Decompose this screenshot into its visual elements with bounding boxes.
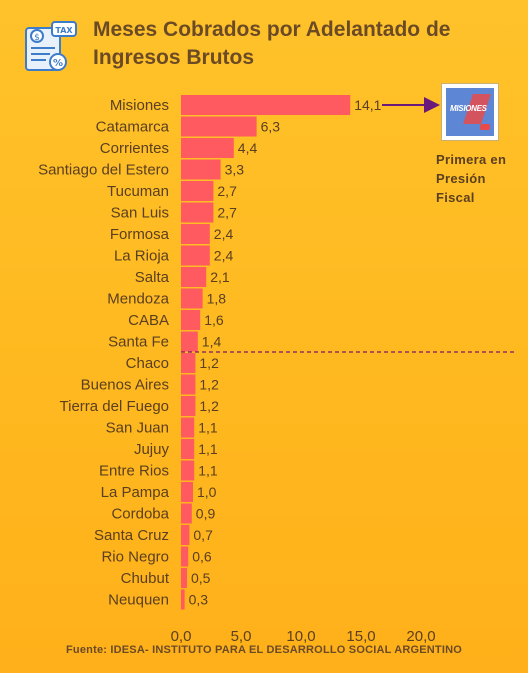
bar [181, 568, 187, 588]
bar [181, 439, 195, 459]
bar [181, 396, 196, 416]
bar [181, 331, 198, 352]
value-label: 1,1 [198, 463, 218, 479]
value-label: 0,6 [192, 549, 212, 565]
bar [181, 482, 193, 502]
bar [181, 417, 195, 438]
category-label: Misiones [110, 97, 169, 114]
category-label: Jujuy [134, 441, 170, 458]
source-footer: Fuente: IDESA- INSTITUTO PARA EL DESARRO… [66, 644, 462, 656]
value-label: 1,2 [199, 355, 219, 371]
logo-badge [480, 124, 490, 130]
bar [181, 460, 195, 481]
bar [181, 159, 221, 180]
bar [181, 589, 185, 610]
x-tick-label: 20,0 [406, 628, 435, 645]
category-label: Rio Negro [101, 549, 169, 566]
category-label: Formosa [110, 226, 170, 243]
category-label: Mendoza [107, 291, 169, 308]
value-label: 1,6 [204, 312, 224, 328]
logo-image: MISIONES [446, 88, 494, 136]
value-label: 4,4 [238, 140, 258, 156]
category-label: Neuquen [108, 592, 169, 609]
value-label: 0,5 [191, 570, 211, 586]
tax-icon-label: TAX [55, 26, 73, 35]
bar [181, 525, 190, 545]
category-label: Santa Fe [108, 334, 169, 351]
value-label: 0,7 [193, 527, 213, 543]
value-label: 1,8 [207, 291, 227, 307]
value-label: 2,7 [217, 183, 237, 199]
bar [181, 310, 201, 330]
bar [181, 138, 234, 158]
value-label: 2,7 [217, 205, 237, 221]
category-label: La Pampa [101, 484, 170, 501]
value-label: 2,4 [214, 226, 234, 242]
category-label: Santa Cruz [94, 527, 169, 544]
bar [181, 245, 210, 266]
category-label: Salta [135, 269, 170, 286]
x-tick-label: 10,0 [286, 628, 315, 645]
category-label: San Juan [106, 420, 169, 437]
x-tick-label: 5,0 [231, 628, 252, 645]
category-label: Chaco [126, 355, 169, 372]
chart-title: Meses Cobrados por Adelantado de Ingreso… [93, 18, 451, 69]
value-label: 1,1 [198, 441, 218, 457]
category-label: San Luis [111, 205, 169, 222]
category-label: CABA [128, 312, 169, 329]
value-label: 3,3 [225, 162, 245, 178]
bar [181, 181, 214, 201]
value-label: 1,2 [199, 398, 219, 414]
bar [181, 288, 203, 309]
category-label: Tierra del Fuego [60, 398, 170, 415]
logo-text: MISIONES [450, 104, 487, 113]
bar [181, 116, 257, 137]
value-label: 14,1 [354, 97, 381, 113]
value-label: 1,0 [197, 484, 217, 500]
bar [181, 267, 207, 287]
bar [181, 546, 189, 567]
svg-text:%: % [53, 58, 63, 69]
annotation-text: Primera en Presión Fiscal [436, 152, 507, 205]
category-label: Entre Rios [99, 463, 169, 480]
x-tick-label: 0,0 [171, 628, 192, 645]
value-label: 1,2 [199, 377, 219, 393]
x-tick-label: 15,0 [346, 628, 375, 645]
misiones-logo: MISIONES [441, 83, 499, 141]
bar [181, 503, 192, 524]
category-label: Tucuman [107, 183, 169, 200]
category-label: Chubut [121, 570, 170, 587]
value-label: 2,1 [210, 269, 230, 285]
bar [181, 224, 210, 244]
bar [181, 353, 196, 373]
tax-document-icon: $ TAX % [25, 21, 77, 71]
category-label: Cordoba [111, 506, 169, 523]
category-label: Buenos Aires [81, 377, 169, 394]
value-label: 0,9 [196, 506, 216, 522]
value-label: 1,1 [198, 420, 218, 436]
bar [181, 202, 214, 223]
value-label: 2,4 [214, 248, 234, 264]
category-label: Catamarca [96, 119, 170, 136]
svg-text:$: $ [34, 33, 40, 43]
value-label: 6,3 [261, 119, 281, 135]
category-label: Santiago del Estero [38, 162, 169, 179]
value-label: 0,3 [189, 592, 209, 608]
category-label: Corrientes [100, 140, 169, 157]
value-label: 1,4 [202, 334, 222, 350]
bar [181, 374, 196, 395]
bar [181, 95, 351, 115]
category-label: La Rioja [114, 248, 170, 265]
